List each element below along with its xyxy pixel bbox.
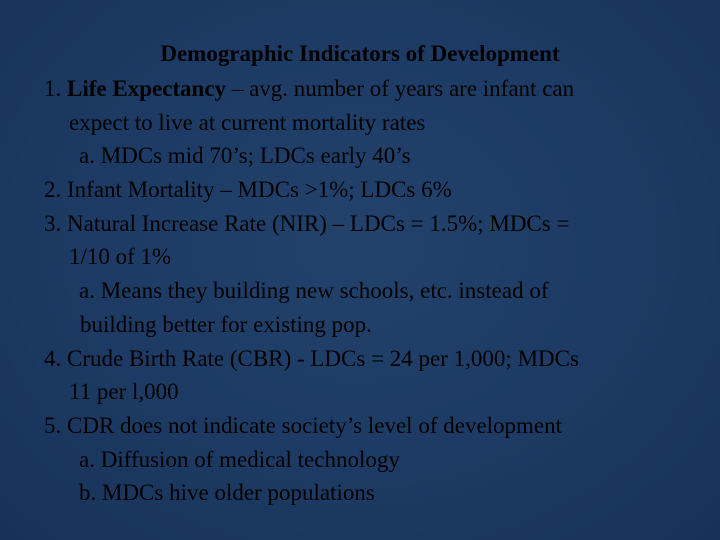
list-number: 3. (44, 210, 62, 236)
sub-item-5b: b. MDCs hive older populations (79, 480, 375, 506)
list-item-text: Natural Increase Rate (NIR) – LDCs = 1.5… (67, 210, 570, 236)
slide-body: 1. Life Expectancy – avg. number of year… (40, 72, 700, 510)
list-item-text: – avg. number of years are infant can (226, 76, 575, 101)
slide-title: Demographic Indicators of Development (160, 41, 560, 66)
list-item-2: 2. Infant Mortality – MDCs >1%; LDCs 6% (40, 173, 700, 207)
list-item-text: Infant Mortality – MDCs >1%; LDCs 6% (67, 177, 452, 203)
list-number: 2. (44, 177, 62, 203)
list-item-1: 1. Life Expectancy – avg. number of year… (40, 72, 700, 106)
list-item-text: Crude Birth Rate (CBR) - LDCs = 24 per 1… (67, 345, 579, 371)
list-item-4-continuation: 11 per l,000 (69, 379, 179, 405)
sub-item-3a-continuation: building better for existing pop. (80, 311, 372, 337)
list-number: 4. (44, 345, 62, 371)
list-item-3: 3. Natural Increase Rate (NIR) – LDCs = … (40, 207, 700, 241)
list-item-1-continuation: expect to live at current mortality rate… (69, 109, 426, 135)
list-number: 1. (44, 76, 62, 101)
list-item-4: 4. Crude Birth Rate (CBR) - LDCs = 24 pe… (40, 342, 700, 376)
term-life-expectancy: Life Expectancy (67, 76, 227, 101)
list-item-text: CDR does not indicate society’s level of… (67, 412, 563, 438)
list-number: 5. (44, 412, 62, 438)
sub-item-3a: a. Means they building new schools, etc.… (79, 278, 549, 304)
sub-item-1a: a. MDCs mid 70’s; LDCs early 40’s (79, 143, 411, 169)
sub-item-5a: a. Diffusion of medical technology (79, 446, 400, 472)
list-item-5: 5. CDR does not indicate society’s level… (40, 409, 700, 443)
list-item-3-continuation: 1/10 of 1% (69, 244, 172, 270)
